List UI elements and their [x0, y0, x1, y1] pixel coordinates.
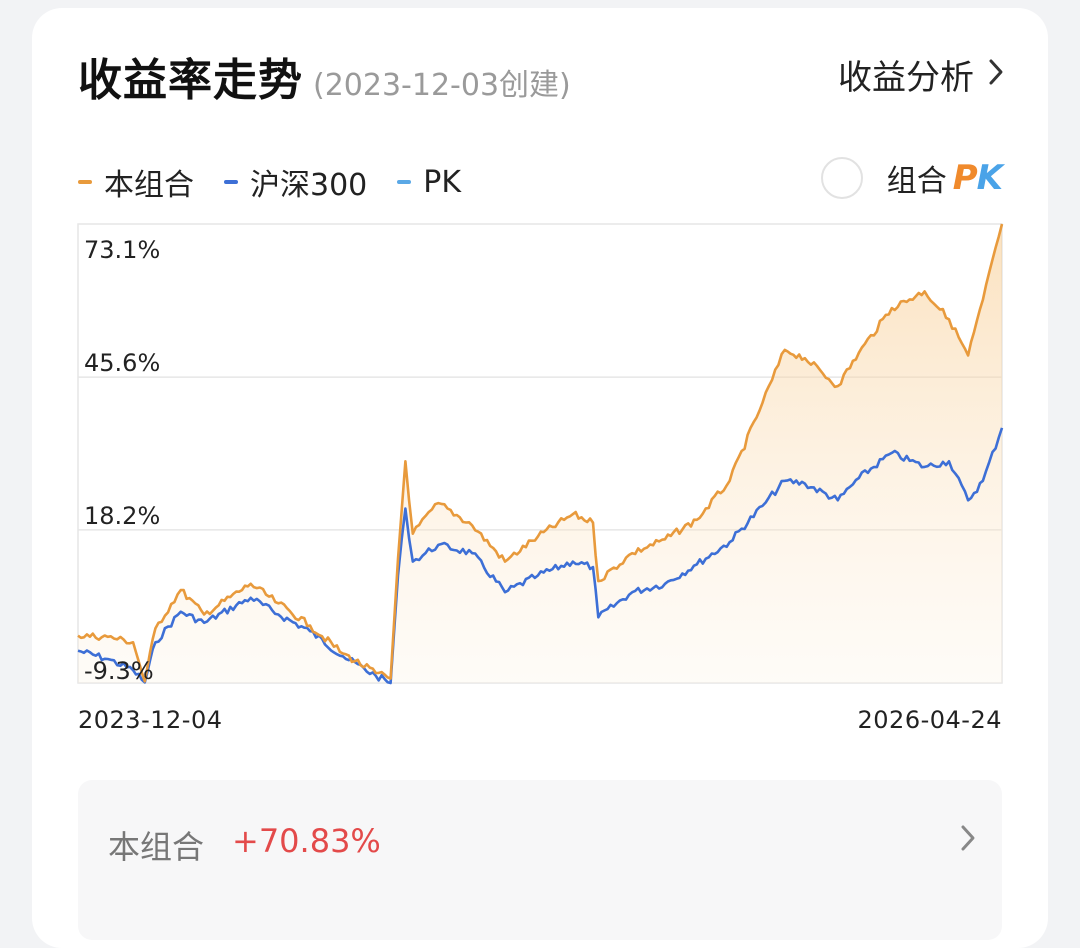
- return-trend-chart: 73.1% 45.6% 18.2% -9.3%: [77, 223, 1004, 685]
- x-axis-end-date: 2026-04-24: [857, 706, 1002, 734]
- legend-swatch-csi300: [224, 180, 238, 184]
- chart-legend: 本组合 沪深300 PK: [78, 160, 491, 204]
- pk-logo: PK: [952, 158, 1003, 198]
- x-axis-start-date: 2023-12-04: [78, 706, 223, 734]
- pk-toggle-label: 组合: [886, 164, 947, 199]
- legend-item-csi300: 沪深300: [224, 160, 367, 204]
- legend-swatch-pk: [397, 180, 412, 184]
- series-line-portfolio: [77, 223, 1004, 683]
- y-tick-label: 73.1%: [84, 236, 160, 264]
- pk-logo-p: P: [952, 158, 978, 198]
- legend-item-pk: PK: [397, 165, 461, 200]
- title-creation-date: (2023-12-03创建): [313, 68, 571, 103]
- return-analysis-label: 收益分析: [838, 58, 974, 98]
- series-area-portfolio: [78, 224, 1002, 683]
- chevron-right-icon: [960, 822, 976, 860]
- y-tick-label: -9.3%: [84, 657, 154, 685]
- portfolio-summary-row[interactable]: 本组合 +70.83%: [78, 780, 1002, 940]
- legend-label-portfolio: 本组合: [104, 168, 194, 203]
- legend-label-pk: PK: [423, 164, 462, 200]
- y-tick-label: 18.2%: [84, 502, 160, 530]
- title-main: 收益率走势: [78, 55, 303, 106]
- y-tick-label: 45.6%: [84, 349, 160, 377]
- portfolio-pk-toggle[interactable]: 组合 PK: [820, 156, 1003, 200]
- summary-return-value: +70.83%: [232, 822, 381, 860]
- legend-swatch-portfolio: [78, 180, 92, 184]
- legend-label-csi300: 沪深300: [250, 168, 368, 203]
- summary-portfolio-label: 本组合: [108, 828, 205, 866]
- pk-logo-k: K: [976, 158, 1003, 198]
- return-analysis-link[interactable]: 收益分析: [838, 50, 1004, 99]
- page-title: 收益率走势 (2023-12-03创建): [78, 44, 571, 106]
- chevron-right-icon: [988, 55, 1004, 95]
- legend-item-portfolio: 本组合: [78, 160, 194, 204]
- series-line-csi300: [77, 427, 1004, 685]
- pk-radio-button[interactable]: [820, 157, 863, 199]
